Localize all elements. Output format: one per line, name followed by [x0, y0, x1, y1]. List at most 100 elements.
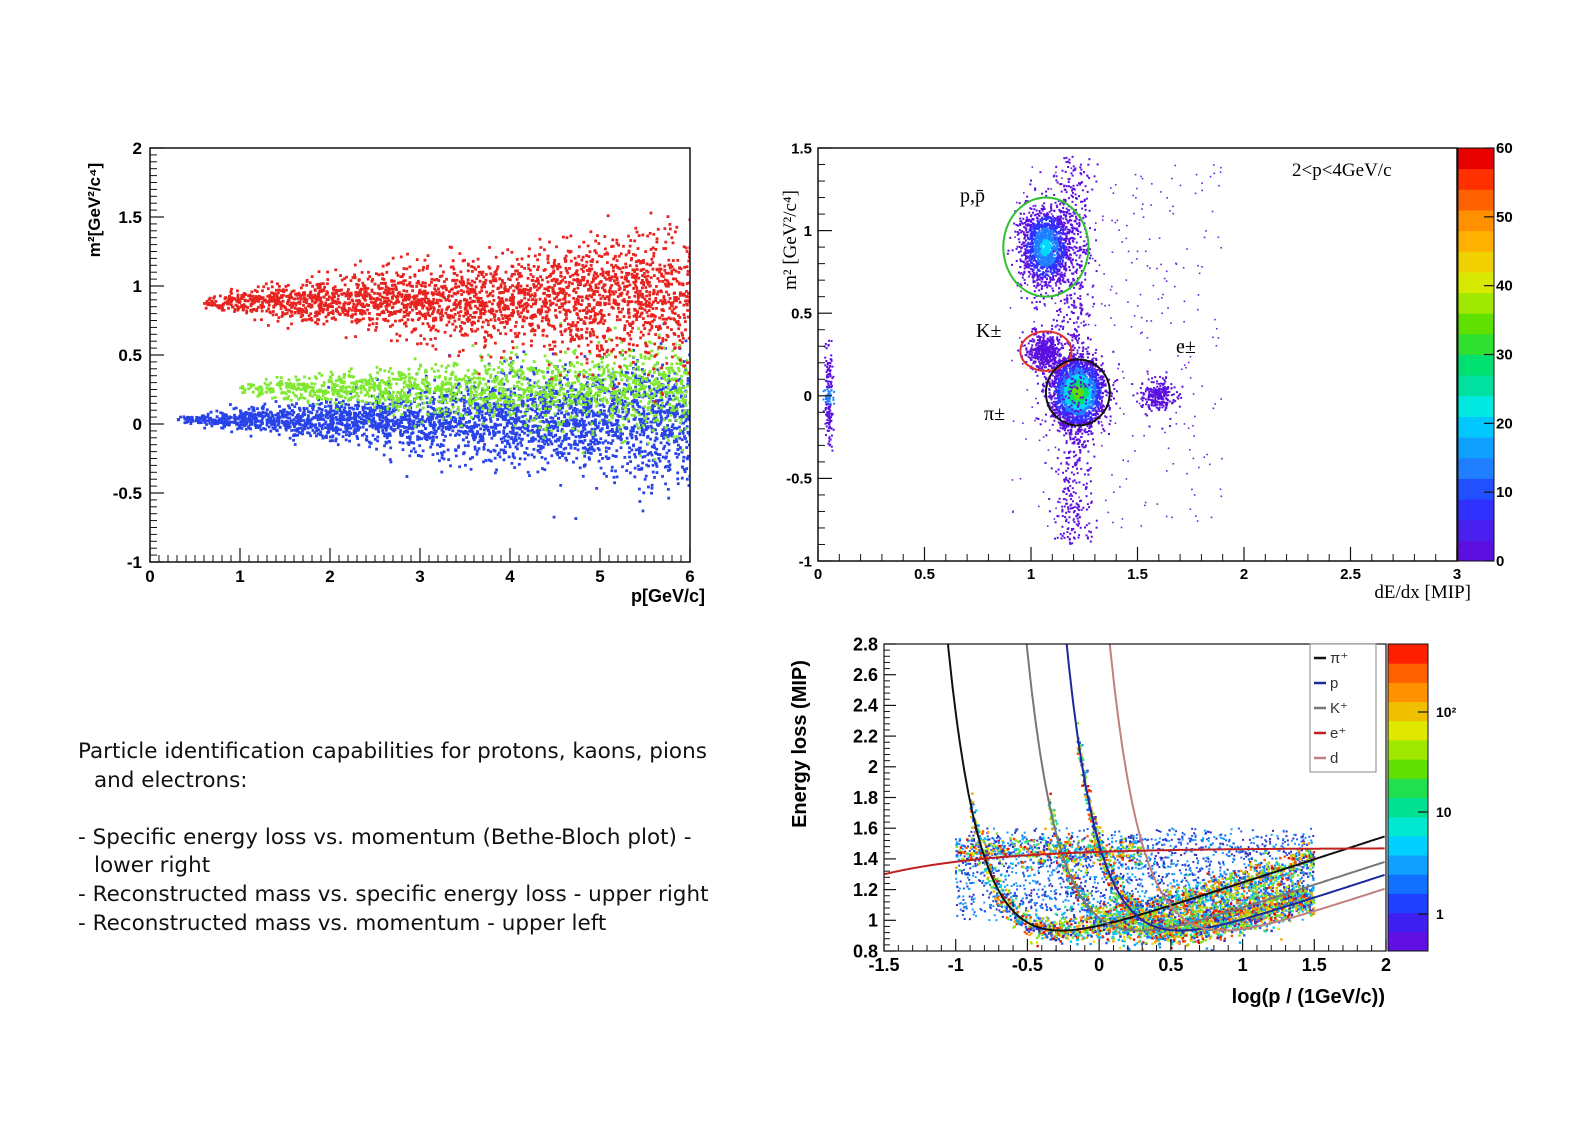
- c1-data-point: [610, 349, 614, 353]
- c1-data-point: [671, 407, 675, 410]
- c1-data-point: [514, 434, 518, 437]
- c1-data-point: [499, 360, 502, 364]
- c1-data-point: [515, 380, 519, 384]
- c1-data-point: [484, 459, 488, 462]
- c1-data-point: [458, 314, 462, 318]
- c1-data-point: [380, 405, 384, 409]
- c1-data-point: [489, 450, 493, 454]
- c1-data-point: [613, 375, 617, 378]
- c1-data-point: [384, 428, 388, 432]
- c1-data-point: [533, 424, 537, 428]
- c1-data-point: [312, 423, 315, 427]
- c1-data-point: [216, 420, 220, 424]
- c1-data-point: [580, 412, 584, 415]
- c1-data-point: [366, 380, 370, 384]
- c1-data-point: [660, 398, 664, 402]
- c1-data-point: [443, 376, 447, 379]
- c1-data-point: [664, 429, 668, 433]
- c1-data-point: [621, 432, 625, 436]
- c1-data-point: [353, 394, 357, 398]
- c1-data-point: [443, 395, 446, 399]
- c1-data-point: [614, 431, 617, 434]
- c1-data-point: [519, 426, 522, 430]
- c1-data-point: [409, 449, 413, 453]
- c1-data-point: [646, 441, 650, 445]
- c1-data-point: [304, 388, 308, 391]
- c1-data-point: [329, 416, 333, 420]
- c1-data-point: [550, 454, 554, 458]
- c1-data-point: [445, 308, 449, 311]
- c1-data-point: [379, 408, 383, 412]
- c1-data-point: [396, 418, 400, 422]
- c1-data-point: [288, 416, 292, 420]
- c1-data-point: [469, 380, 472, 384]
- c1-data-point: [661, 401, 664, 405]
- c1-data-point: [606, 430, 610, 434]
- c1-data-point: [340, 423, 344, 427]
- c1-data-point: [452, 416, 456, 420]
- c1-data-point: [370, 386, 374, 389]
- c1-data-point: [560, 451, 564, 455]
- c1-data-point: [368, 409, 372, 412]
- c1-data-point: [426, 433, 430, 437]
- c1-data-point: [603, 377, 607, 381]
- c1-data-point: [381, 429, 385, 432]
- c1-data-point: [203, 426, 207, 430]
- c1-data-point: [634, 410, 638, 414]
- c1-data-point: [304, 389, 308, 393]
- c1-data-point: [344, 423, 348, 427]
- c1-data-point: [340, 395, 344, 398]
- c1-data-point: [501, 369, 505, 373]
- c1-data-point: [682, 370, 686, 374]
- c1-data-point: [566, 404, 570, 408]
- c1-data-point: [484, 427, 488, 430]
- c1-data-point: [333, 383, 337, 386]
- c1-data-point: [589, 452, 593, 455]
- c1-data-point: [499, 448, 503, 452]
- c1-data-point: [429, 431, 433, 434]
- c1-data-point: [286, 397, 290, 401]
- c1-data-point: [584, 370, 588, 374]
- c1-data-point: [610, 275, 614, 279]
- c1-data-point: [430, 367, 434, 371]
- c1-data-point: [360, 417, 364, 421]
- c1-data-point: [254, 295, 258, 298]
- c1-data-point: [400, 418, 404, 422]
- c1-data-point: [471, 406, 474, 410]
- c1-data-point: [374, 376, 378, 380]
- c1-data-point: [517, 418, 521, 422]
- c1-data-point: [189, 422, 193, 426]
- c1-data-point: [685, 477, 689, 481]
- c1-data-point: [597, 390, 600, 394]
- c1-data-point: [559, 371, 563, 375]
- c1-data-point: [649, 396, 653, 399]
- c1-data-point: [624, 410, 628, 414]
- c1-data-point: [646, 314, 650, 318]
- c1-data-point: [557, 444, 561, 448]
- c1-data-point: [420, 418, 424, 422]
- c1-data-point: [372, 413, 376, 417]
- c1-data-point: [211, 421, 215, 425]
- c1-data-point: [470, 416, 473, 420]
- c1-data-point: [485, 400, 489, 403]
- c1-data-point: [449, 464, 452, 468]
- c1-data-point: [575, 418, 578, 422]
- c1-data-point: [187, 416, 190, 419]
- c1-data-point: [259, 385, 263, 389]
- c1-data-point: [660, 434, 663, 438]
- c1-data-point: [651, 400, 655, 403]
- c1-data-point: [458, 390, 462, 394]
- c1-data-point: [283, 415, 287, 419]
- c1-data-point: [654, 377, 658, 381]
- c1-data-point: [324, 409, 328, 413]
- c1-data-point: [661, 455, 665, 459]
- c1-data-point: [647, 379, 651, 383]
- c1-data-point: [645, 351, 649, 355]
- c1-data-point: [519, 410, 523, 414]
- c1-data-point: [520, 402, 524, 406]
- c1-data-point: [526, 453, 530, 457]
- c1-data-point: [504, 400, 508, 404]
- c1-data-point: [507, 401, 511, 405]
- c1-data-point: [644, 474, 648, 478]
- c1-data-point: [627, 407, 630, 411]
